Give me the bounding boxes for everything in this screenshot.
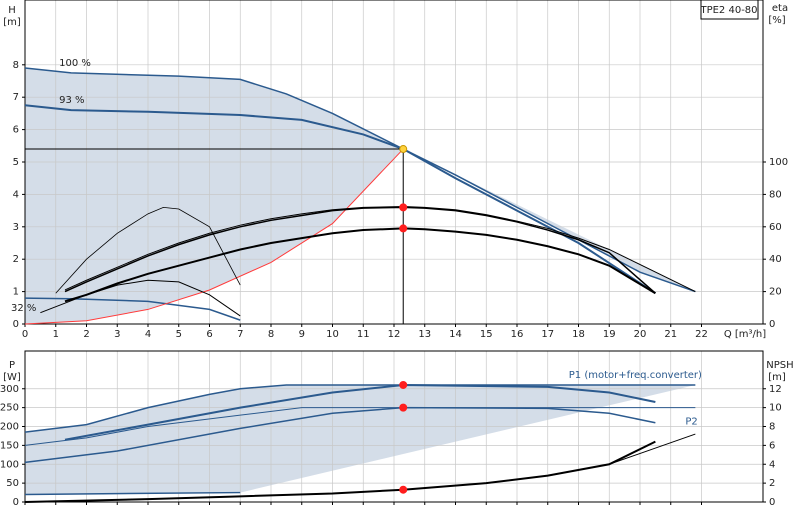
x-tick-label: 7 xyxy=(237,329,243,340)
curve xyxy=(24,384,696,433)
y-tick-label: 0 xyxy=(13,319,19,330)
y2-tick-label: 4 xyxy=(769,459,775,470)
x-tick-label: 6 xyxy=(206,329,212,340)
y2-tick-label: 80 xyxy=(769,189,782,200)
duty-point xyxy=(399,203,408,212)
x-tick-label: 12 xyxy=(388,329,401,340)
x-tick-label: 10 xyxy=(326,329,339,340)
x-tick-label: 11 xyxy=(357,329,370,340)
operating-area xyxy=(25,384,696,495)
operating-area xyxy=(25,68,696,324)
plot-frame xyxy=(24,350,764,503)
x-tick-label: 2 xyxy=(83,329,89,340)
y-axis-unit: [W] xyxy=(3,372,21,383)
y2-tick-label: 8 xyxy=(769,422,775,433)
curve xyxy=(24,297,241,321)
y2-tick-label: 6 xyxy=(769,440,775,451)
duty-point xyxy=(399,380,408,389)
x-tick-label: 22 xyxy=(695,329,708,340)
x-tick-label: 13 xyxy=(418,329,431,340)
x-tick-label: 0 xyxy=(22,329,28,340)
x-tick-label: 5 xyxy=(176,329,182,340)
x-tick-label: 20 xyxy=(634,329,647,340)
y2-tick-label: 0 xyxy=(769,497,775,508)
y-tick-label: 7 xyxy=(13,92,19,103)
x-tick-label: 9 xyxy=(299,329,305,340)
x-tick-label: 1 xyxy=(53,329,59,340)
curve-label: P1 (motor+freq.converter) xyxy=(569,370,702,381)
y-tick-label: 8 xyxy=(13,60,19,71)
x-tick-label: 16 xyxy=(511,329,524,340)
y-tick-label: 0 xyxy=(13,497,19,508)
x-tick-label: 18 xyxy=(572,329,585,340)
y2-tick-label: 2 xyxy=(769,478,775,489)
curve-label: P2 xyxy=(685,417,697,428)
y2-tick-label: 100 xyxy=(769,157,788,168)
curve xyxy=(64,383,656,441)
curve xyxy=(24,148,404,325)
y-axis-label: H xyxy=(8,5,16,16)
duty-point xyxy=(399,403,408,412)
y-tick-label: 5 xyxy=(13,157,19,168)
curve xyxy=(24,407,696,446)
curve xyxy=(40,279,241,317)
duty-point xyxy=(399,224,408,233)
y-tick-label: 6 xyxy=(13,125,19,136)
curve xyxy=(64,227,656,303)
curve-label: 32 % xyxy=(11,303,36,314)
x-tick-label: 19 xyxy=(603,329,616,340)
x-axis-label: Q [m³/h] xyxy=(724,329,766,340)
duty-point xyxy=(399,485,408,494)
curve-label: 93 % xyxy=(59,95,84,106)
y2-tick-label: 20 xyxy=(769,287,782,298)
x-tick-label: 3 xyxy=(114,329,120,340)
curve xyxy=(24,67,696,293)
y-tick-label: 100 xyxy=(0,459,19,470)
y2-axis-unit: [m] xyxy=(768,372,786,383)
curve xyxy=(55,206,241,294)
curve-label: 100 % xyxy=(59,58,91,69)
y-tick-label: 200 xyxy=(0,422,19,433)
x-tick-label: 15 xyxy=(480,329,493,340)
y-tick-label: 2 xyxy=(13,254,19,265)
x-tick-label: 21 xyxy=(664,329,677,340)
title-box xyxy=(700,0,759,20)
y2-tick-label: 10 xyxy=(769,403,782,414)
curve xyxy=(24,104,656,295)
chart-title: TPE2 40-80 xyxy=(699,5,757,16)
y-tick-label: 3 xyxy=(13,222,19,233)
y-tick-label: 150 xyxy=(0,440,19,451)
y2-axis-unit: [%] xyxy=(768,15,785,26)
y2-axis-label: eta xyxy=(772,3,788,14)
y-tick-label: 1 xyxy=(13,287,19,298)
y-tick-label: 250 xyxy=(0,403,19,414)
y-tick-label: 300 xyxy=(0,384,19,395)
curve xyxy=(609,433,696,465)
y-axis-unit: [m] xyxy=(3,17,21,28)
x-tick-label: 17 xyxy=(541,329,554,340)
y2-tick-label: 12 xyxy=(769,384,782,395)
y2-axis-label: NPSH xyxy=(766,360,793,371)
y-tick-label: 50 xyxy=(6,478,19,489)
curve xyxy=(24,406,656,464)
x-tick-label: 8 xyxy=(268,329,274,340)
duty-point xyxy=(399,145,408,154)
x-tick-label: 14 xyxy=(449,329,462,340)
y2-tick-label: 40 xyxy=(769,254,782,265)
x-tick-label: 4 xyxy=(145,329,151,340)
curve xyxy=(24,491,241,496)
y-tick-label: 4 xyxy=(13,189,19,200)
curve xyxy=(64,206,696,293)
plot-frame xyxy=(24,0,764,325)
y2-tick-label: 60 xyxy=(769,222,782,233)
y2-tick-label: 0 xyxy=(769,319,775,330)
curve xyxy=(64,206,656,294)
y-axis-label: P xyxy=(9,360,15,371)
